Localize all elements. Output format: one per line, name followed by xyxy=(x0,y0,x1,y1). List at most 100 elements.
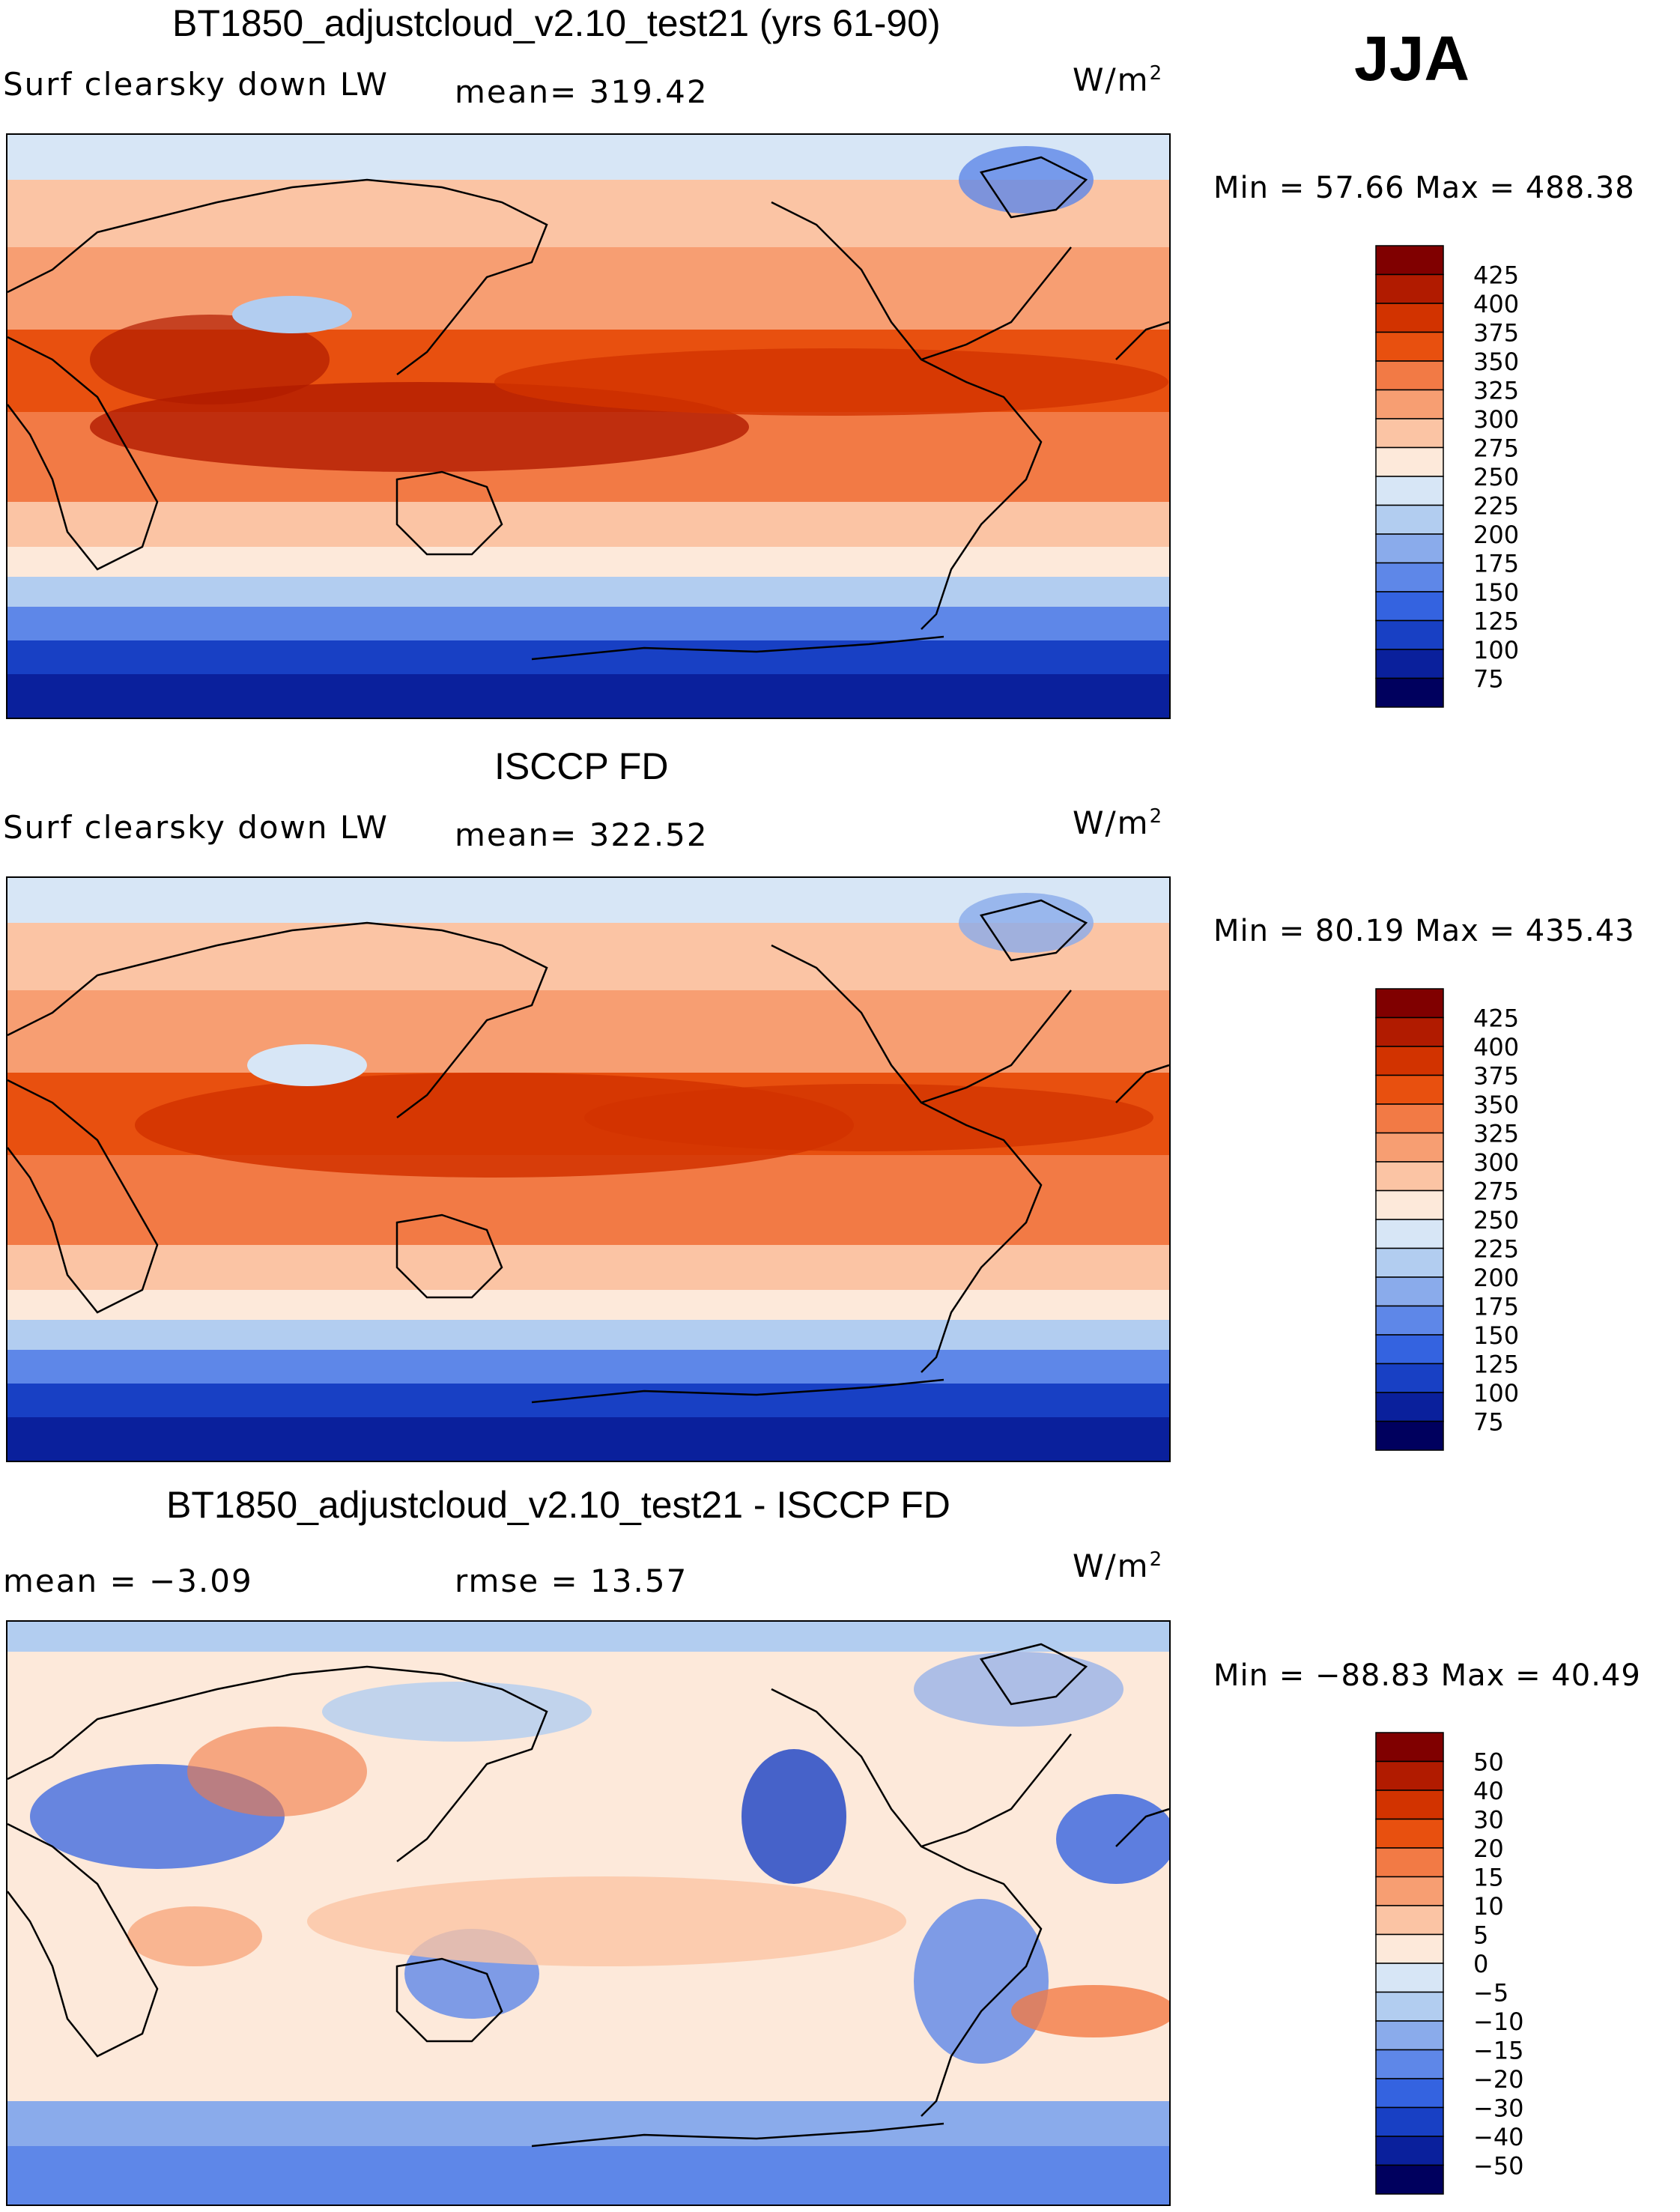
panel1-variable: Surf clearsky down LW xyxy=(3,66,389,103)
colorbar-tick-label: 200 xyxy=(1473,1264,1519,1292)
colorbar-tick-label: 75 xyxy=(1473,1408,1504,1437)
colorbar-swatch xyxy=(1375,1876,1444,1906)
panel3-mean: mean = −3.09 xyxy=(3,1563,253,1599)
colorbar-tick-label: 100 xyxy=(1473,1379,1519,1408)
colorbar-tick-label: −20 xyxy=(1473,2065,1524,2094)
colorbar-tick-label: 30 xyxy=(1473,1806,1504,1834)
colorbar-tick-label: 150 xyxy=(1473,578,1519,607)
colorbar-swatch xyxy=(1375,1847,1444,1878)
colorbar-tick-label: 175 xyxy=(1473,550,1519,578)
colorbar-swatch xyxy=(1375,2078,1444,2109)
colorbar-swatch xyxy=(1375,2049,1444,2079)
panel3-minmax: Min = −88.83 Max = 40.49 xyxy=(1213,1658,1641,1693)
colorbar-swatch xyxy=(1375,1818,1444,1849)
colorbar-swatch xyxy=(1375,1103,1444,1134)
colorbar-tick-label: 275 xyxy=(1473,1178,1519,1206)
colorbar-tick-label: 150 xyxy=(1473,1321,1519,1350)
panel1-map xyxy=(6,133,1171,719)
colorbar-swatch xyxy=(1375,446,1444,477)
colorbar-tick-label: −40 xyxy=(1473,2123,1524,2151)
colorbar-swatch xyxy=(1375,1392,1444,1422)
colorbar-swatch xyxy=(1375,331,1444,362)
panel1-mean: mean= 319.42 xyxy=(455,73,709,110)
panel2-title: ISCCP FD xyxy=(494,745,669,787)
panel3-units: W/m2 xyxy=(1073,1548,1164,1584)
colorbar-tick-label: −50 xyxy=(1473,2152,1524,2181)
panel1-colorbar: 425 400 375 350 325 300 275 250 225 200 175 150 125 1… xyxy=(1375,245,1541,714)
colorbar-swatch xyxy=(1375,1219,1444,1249)
colorbar-tick-label: 400 xyxy=(1473,1033,1519,1061)
colorbar-swatch xyxy=(1375,1790,1444,1820)
colorbar-swatch xyxy=(1375,988,1444,1019)
colorbar-swatch xyxy=(1375,476,1444,506)
colorbar-swatch xyxy=(1375,1190,1444,1220)
colorbar-swatch xyxy=(1375,504,1444,535)
panel2-minmax: Min = 80.19 Max = 435.43 xyxy=(1213,914,1635,948)
panel3-colorbar: 50 40 30 20 15 10 5 0 −5 −10 −15 −20 −30 −40 −50 xyxy=(1375,1732,1541,2201)
colorbar-swatch xyxy=(1375,2020,1444,2051)
colorbar-tick-label: −10 xyxy=(1473,2008,1524,2036)
colorbar-swatch xyxy=(1375,273,1444,304)
colorbar-swatch xyxy=(1375,1933,1444,1964)
colorbar-swatch xyxy=(1375,303,1444,333)
colorbar-swatch xyxy=(1375,2106,1444,2137)
colorbar-tick-label: −5 xyxy=(1473,1979,1508,2008)
panel2-colorbar: 425 400 375 350 325 300 275 250 225 200 175 150 125 1… xyxy=(1375,988,1541,1457)
panel1-minmax: Min = 57.66 Max = 488.38 xyxy=(1213,171,1635,205)
colorbar-tick-label: 400 xyxy=(1473,290,1519,318)
colorbar-swatch xyxy=(1375,1760,1444,1791)
colorbar-tick-label: 425 xyxy=(1473,1005,1519,1033)
colorbar-swatch xyxy=(1375,2164,1444,2195)
colorbar-tick-label: 250 xyxy=(1473,463,1519,491)
colorbar-swatch xyxy=(1375,1276,1444,1307)
colorbar-swatch xyxy=(1375,1016,1444,1047)
colorbar-swatch xyxy=(1375,1161,1444,1192)
colorbar-swatch xyxy=(1375,649,1444,679)
panel2-map xyxy=(6,876,1171,1462)
colorbar-tick-label: 0 xyxy=(1473,1950,1488,1978)
colorbar-tick-label: 20 xyxy=(1473,1834,1504,1863)
colorbar-tick-label: 50 xyxy=(1473,1748,1504,1777)
colorbar-swatch xyxy=(1375,1046,1444,1076)
colorbar-swatch xyxy=(1375,1732,1444,1763)
colorbar-swatch xyxy=(1375,1247,1444,1278)
colorbar-tick-label: 5 xyxy=(1473,1921,1488,1950)
colorbar-swatch xyxy=(1375,360,1444,391)
panel2-variable: Surf clearsky down LW xyxy=(3,809,389,846)
colorbar-swatch xyxy=(1375,418,1444,449)
panel2-mean: mean= 322.52 xyxy=(455,816,709,853)
colorbar-tick-label: 375 xyxy=(1473,1062,1519,1091)
colorbar-tick-label: 325 xyxy=(1473,1120,1519,1148)
colorbar-swatch xyxy=(1375,1334,1444,1365)
colorbar-swatch xyxy=(1375,619,1444,650)
colorbar-swatch xyxy=(1375,1905,1444,1936)
colorbar-swatch xyxy=(1375,245,1444,276)
colorbar-tick-label: −30 xyxy=(1473,2094,1524,2123)
colorbar-tick-label: 175 xyxy=(1473,1293,1519,1321)
colorbar-swatch xyxy=(1375,1305,1444,1336)
colorbar-swatch xyxy=(1375,1991,1444,2022)
colorbar-tick-label: 225 xyxy=(1473,492,1519,521)
colorbar-tick-label: 300 xyxy=(1473,1148,1519,1177)
colorbar-tick-label: 40 xyxy=(1473,1777,1504,1805)
colorbar-tick-label: 15 xyxy=(1473,1864,1504,1892)
colorbar-tick-label: 425 xyxy=(1473,261,1519,290)
colorbar-tick-label: 100 xyxy=(1473,636,1519,664)
colorbar-swatch xyxy=(1375,1963,1444,1993)
colorbar-tick-label: 350 xyxy=(1473,348,1519,376)
panel2-units: W/m2 xyxy=(1073,804,1164,841)
colorbar-tick-label: 325 xyxy=(1473,377,1519,405)
colorbar-swatch xyxy=(1375,533,1444,564)
colorbar-swatch xyxy=(1375,1363,1444,1393)
colorbar-swatch xyxy=(1375,562,1444,593)
colorbar-tick-label: 250 xyxy=(1473,1206,1519,1234)
colorbar-tick-label: 125 xyxy=(1473,607,1519,636)
colorbar-swatch xyxy=(1375,591,1444,622)
colorbar-swatch xyxy=(1375,1420,1444,1451)
colorbar-tick-label: 300 xyxy=(1473,405,1519,434)
colorbar-tick-label: 125 xyxy=(1473,1351,1519,1379)
colorbar-tick-label: −15 xyxy=(1473,2037,1524,2065)
panel3-rmse: rmse = 13.57 xyxy=(455,1563,688,1599)
panel3-title: BT1850_adjustcloud_v2.10_test21 - ISCCP … xyxy=(166,1484,950,1526)
colorbar-swatch xyxy=(1375,1074,1444,1105)
